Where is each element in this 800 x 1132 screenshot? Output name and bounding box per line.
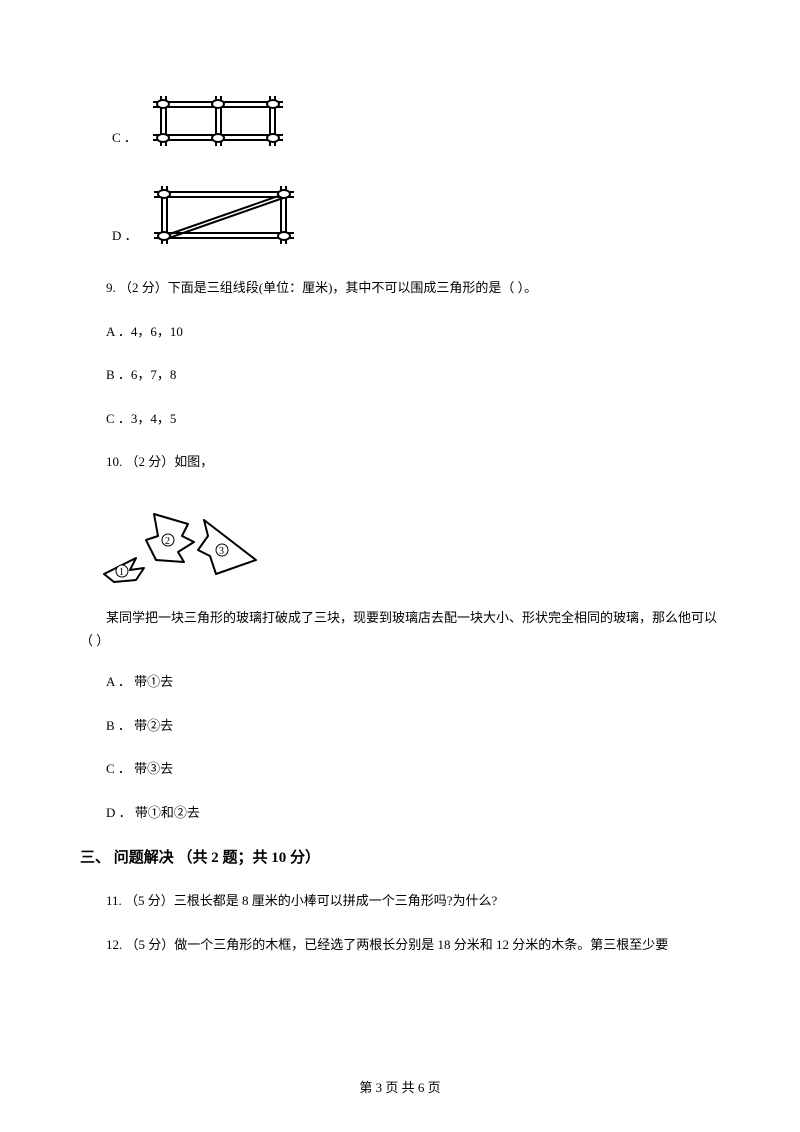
- q10-para-text: 某同学把一块三角形的玻璃打破成了三块，现要到玻璃店去配一块大小、形状完全相同的玻…: [80, 610, 717, 648]
- q9-opt-c: C ．3，4，5: [80, 409, 720, 429]
- option-c-label: C ．: [112, 127, 137, 152]
- q10-stem: 10. （2 分）如图，: [80, 452, 720, 472]
- option-d-row: D ．: [112, 180, 720, 250]
- svg-text:3: 3: [219, 546, 224, 557]
- q9-opt-b: B ．6，7，8: [80, 365, 720, 385]
- q10-para: 某同学把一块三角形的玻璃打破成了三块，现要到玻璃店去配一块大小、形状完全相同的玻…: [80, 606, 720, 653]
- q10-figure: 1 2 3: [96, 496, 720, 586]
- q10-opt-b: B ． 带②去: [80, 716, 720, 736]
- page-footer: 第 3 页 共 6 页: [0, 1077, 800, 1096]
- q12-stem: 12. （5 分）做一个三角形的木框，已经选了两根长分别是 18 分米和 12 …: [80, 935, 720, 955]
- section-3-head: 三、 问题解决 （共 2 题；共 10 分）: [80, 846, 720, 867]
- svg-text:2: 2: [165, 536, 170, 547]
- q9-stem: 9. （2 分）下面是三组线段(单位：厘米)，其中不可以围成三角形的是（ ）。: [80, 278, 720, 298]
- q11-stem: 11. （5 分）三根长都是 8 厘米的小棒可以拼成一个三角形吗?为什么?: [80, 891, 720, 911]
- grid-frame-icon: [143, 90, 293, 152]
- svg-text:1: 1: [119, 567, 124, 578]
- option-c-figure: [143, 90, 293, 152]
- braced-frame-icon: [144, 180, 304, 250]
- q9-opt-a: A ．4，6，10: [80, 322, 720, 342]
- q10-opt-a: A ． 带①去: [80, 672, 720, 692]
- q10-opt-d: D ． 带①和②去: [80, 803, 720, 823]
- broken-triangle-icon: 1 2 3: [96, 496, 266, 586]
- q10-opt-c: C ． 带③去: [80, 759, 720, 779]
- option-c-row: C ．: [112, 90, 720, 152]
- option-d-figure: [144, 180, 304, 250]
- option-d-label: D ．: [112, 225, 138, 250]
